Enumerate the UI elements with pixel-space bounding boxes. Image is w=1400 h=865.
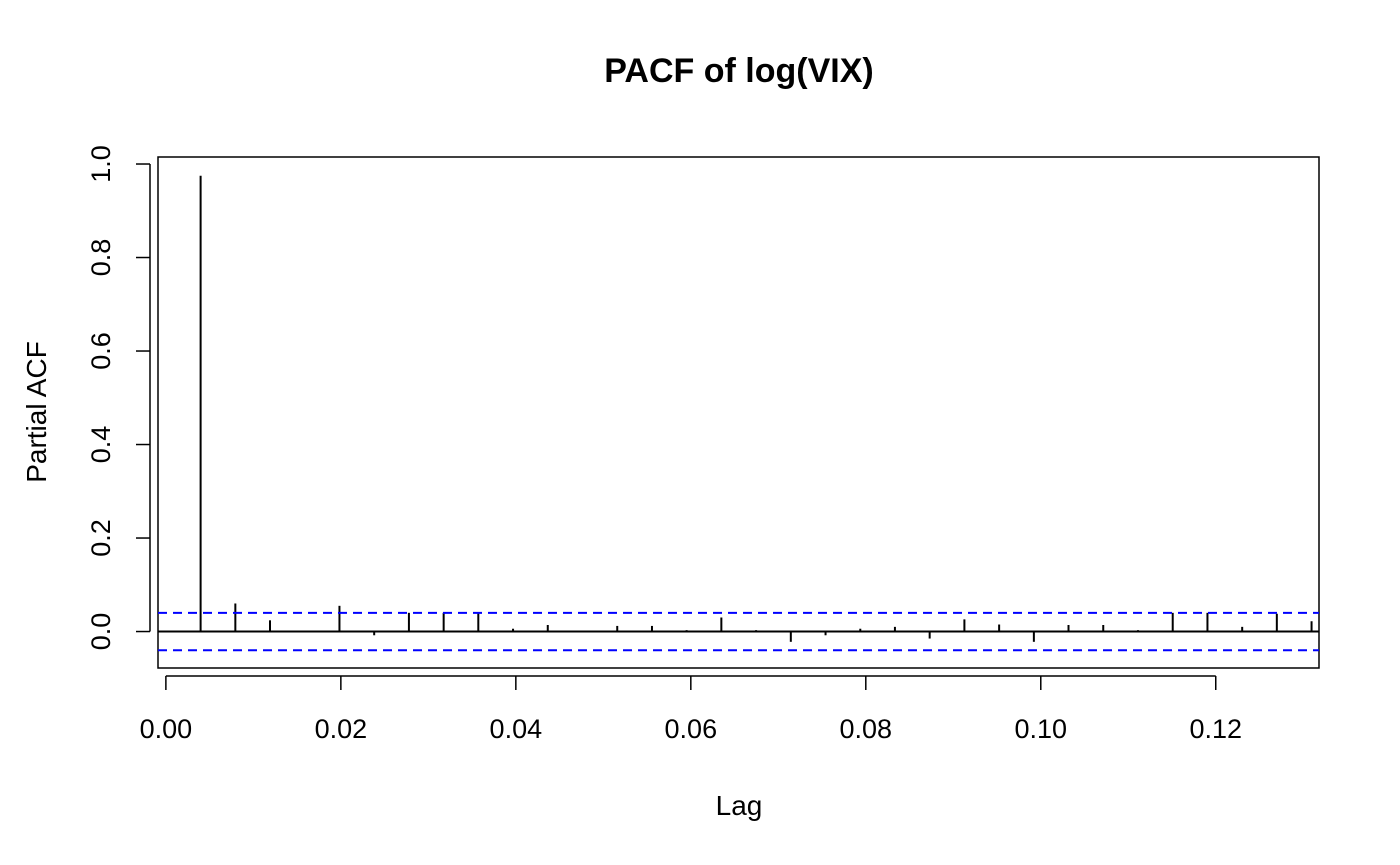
y-tick-label: 0.8 xyxy=(86,239,116,277)
x-tick-label: 0.06 xyxy=(665,714,718,744)
y-tick-label: 0.6 xyxy=(86,332,116,370)
y-axis-label: Partial ACF xyxy=(21,341,52,483)
x-tick-label: 0.12 xyxy=(1189,714,1242,744)
y-tick-label: 1.0 xyxy=(86,145,116,183)
x-tick-label: 0.02 xyxy=(315,714,368,744)
x-tick-label: 0.10 xyxy=(1014,714,1067,744)
chart-title: PACF of log(VIX) xyxy=(604,52,873,90)
x-axis: 0.00 0.02 0.04 0.06 0.08 0.10 0.12 xyxy=(140,675,1242,744)
pacf-bars xyxy=(199,175,1313,642)
x-tick-label: 0.04 xyxy=(490,714,543,744)
y-tick-label: 0.2 xyxy=(86,519,116,557)
y-axis: 0.0 0.2 0.4 0.6 0.8 1.0 xyxy=(86,145,151,651)
reference-lines xyxy=(158,611,1319,652)
y-tick-label: 0.4 xyxy=(86,426,116,464)
y-tick-label: 0.0 xyxy=(86,613,116,651)
x-tick-label: 0.00 xyxy=(140,714,193,744)
x-tick-label: 0.08 xyxy=(840,714,893,744)
plot-frame xyxy=(157,156,1320,669)
x-axis-label: Lag xyxy=(716,790,763,821)
